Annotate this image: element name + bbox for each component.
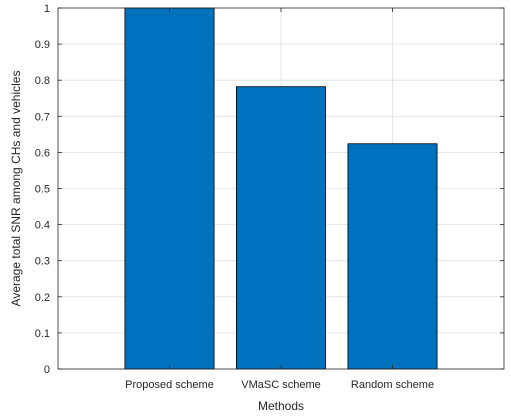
y-tick-label: 0: [44, 364, 50, 376]
y-tick-label: 0.2: [35, 292, 50, 304]
x-tick-label: Random scheme: [351, 379, 434, 391]
y-tick-label: 0.6: [35, 147, 50, 159]
y-axis-ticks: 0 0.1 0.2 0.3 0.4 0.5 0.6 0.7 0.8 0.9 1: [35, 3, 504, 376]
bar-proposed-scheme: [124, 7, 215, 370]
y-tick-label: 0.1: [35, 328, 50, 340]
y-tick-label: 0.4: [35, 220, 50, 232]
y-tick-label: 1: [44, 3, 50, 15]
bar-random-scheme: [347, 143, 438, 370]
bar-vmasc-scheme: [235, 86, 326, 370]
y-tick-label: 0.7: [35, 111, 50, 123]
y-tick-label: 0.3: [35, 256, 50, 268]
x-tick-label: VMaSC scheme: [241, 379, 320, 391]
bars: [124, 7, 438, 370]
y-tick-label: 0.8: [35, 75, 50, 87]
y-tick-label: 0.9: [35, 39, 50, 51]
y-tick-label: 0.5: [35, 184, 50, 196]
x-axis-ticks: Proposed scheme VMaSC scheme Random scheme: [125, 8, 434, 391]
x-tick-label: Proposed scheme: [125, 379, 214, 391]
y-axis-label: Average total SNR among CHs and vehicles: [9, 71, 23, 307]
x-axis-label: Methods: [258, 399, 304, 413]
